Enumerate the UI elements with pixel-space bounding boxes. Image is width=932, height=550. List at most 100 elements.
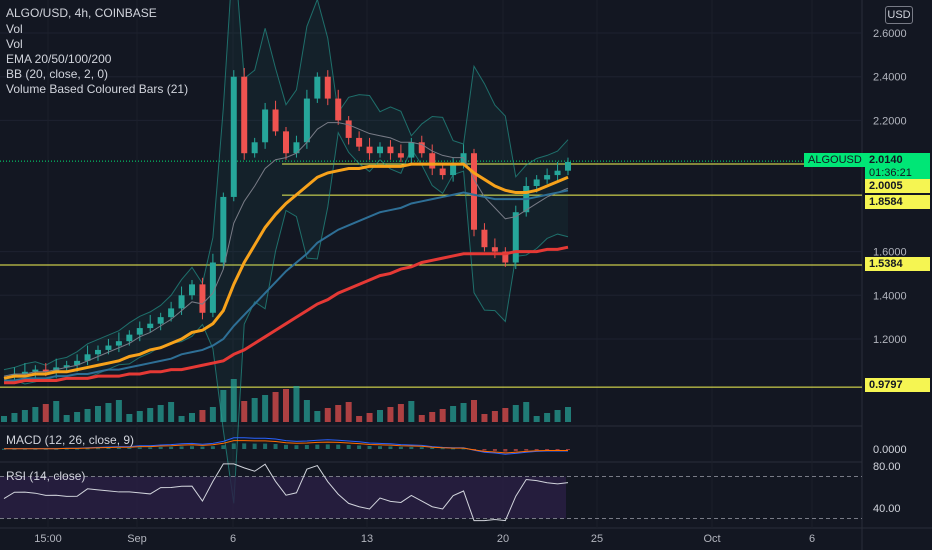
macd-histogram-bar	[179, 446, 184, 449]
currency-button[interactable]: USD	[885, 6, 913, 24]
candle-body	[115, 341, 122, 346]
level-badge-1: 2.0005	[865, 179, 930, 193]
volume-bar	[74, 412, 81, 422]
volume-bar	[230, 379, 237, 422]
volume-bar	[53, 401, 60, 422]
candle-body	[387, 146, 394, 154]
candle-body	[230, 76, 237, 197]
countdown-badge: 01:36:21	[865, 166, 930, 180]
macd-histogram-bar	[2, 448, 6, 450]
candle-body	[293, 142, 300, 154]
macd-histogram-bar	[137, 447, 142, 449]
x-tick-label: Oct	[703, 533, 720, 545]
volume-bar	[471, 400, 477, 422]
level-badge-4: 0.9797	[865, 378, 930, 392]
macd-histogram-bar	[64, 448, 69, 450]
volume-bar	[439, 409, 446, 422]
volume-bar	[565, 407, 571, 422]
macd-histogram-bar	[482, 449, 487, 451]
macd-histogram-bar	[190, 446, 194, 449]
x-tick-label: 6	[809, 533, 815, 545]
volume-bar	[377, 410, 383, 422]
volume-bar	[491, 411, 498, 422]
x-tick-label: 13	[361, 533, 373, 545]
macd-histogram-bar	[388, 446, 393, 449]
macd-histogram-bar	[555, 449, 560, 450]
volume-bar	[262, 395, 269, 422]
candle-body	[397, 153, 404, 158]
macd-histogram-bar	[346, 445, 351, 449]
macd-histogram-bar	[451, 448, 456, 450]
volume-bar	[324, 408, 331, 422]
candle-body	[554, 170, 561, 176]
y-tick-label: 2.6000	[873, 28, 907, 40]
y-tick-label: 1.4000	[873, 290, 907, 302]
rsi-band	[0, 476, 566, 519]
volume-bar	[502, 408, 509, 422]
volume-bar	[356, 416, 363, 422]
macd-histogram-bar	[33, 448, 38, 450]
macd-histogram-bar	[242, 443, 247, 449]
macd-histogram-bar	[524, 449, 529, 451]
macd-histogram-bar	[85, 448, 90, 450]
candle-body	[324, 76, 331, 99]
macd-signal-line	[4, 440, 568, 454]
candle-body	[63, 365, 70, 368]
last-price-badge: 2.0140	[865, 153, 930, 167]
macd-histogram-bar	[200, 446, 205, 449]
candle-body	[314, 76, 321, 99]
volume-bar	[293, 386, 300, 422]
volume-bar	[147, 408, 154, 422]
macd-histogram-bar	[221, 445, 226, 449]
ema-50-line	[3, 162, 569, 380]
volume-bar	[523, 402, 530, 422]
candle-body	[491, 247, 498, 252]
macd-histogram-bar	[284, 444, 288, 449]
volume-bar	[450, 406, 457, 422]
volume-bar	[11, 413, 18, 422]
volume-bar	[115, 400, 122, 422]
bollinger-lower	[3, 131, 569, 504]
x-tick-label: 20	[497, 533, 509, 545]
candle-body	[512, 212, 519, 263]
volume-bar	[512, 405, 519, 422]
macd-label: MACD (12, 26, close, 9)	[6, 433, 135, 447]
indicator-vol-1: Vol	[6, 22, 23, 36]
volume-bar	[209, 407, 216, 422]
candle-body	[147, 323, 154, 329]
volume-bar	[168, 402, 175, 422]
y-tick-label: 2.2000	[873, 115, 907, 127]
macd-histogram-bar	[566, 449, 570, 450]
candle-body	[283, 131, 289, 154]
volume-bar	[366, 413, 373, 422]
macd-histogram-bar	[294, 445, 299, 449]
macd-histogram-bar	[116, 447, 121, 449]
volume-bar	[199, 410, 206, 422]
candle-body	[42, 369, 49, 372]
macd-histogram-bar	[12, 448, 17, 450]
candle-body	[366, 146, 373, 154]
candle-body	[262, 109, 269, 143]
candle-body	[189, 284, 195, 296]
volume-bar	[63, 415, 70, 422]
macd-histogram-bar	[440, 448, 445, 450]
candle-body	[544, 175, 551, 180]
level-badge-3: 1.5384	[865, 257, 930, 271]
candle-body	[450, 164, 457, 176]
macd-value-label: 0.0000	[873, 444, 907, 456]
volume-bar	[21, 410, 28, 422]
volume-bar	[418, 415, 425, 422]
macd-histogram-bar	[534, 449, 539, 451]
volume-bar	[335, 405, 342, 422]
macd-histogram-bar	[503, 449, 508, 452]
volume-bar	[84, 409, 91, 422]
candle-body	[95, 349, 101, 355]
candle-body	[251, 142, 258, 154]
candle-body	[157, 317, 164, 324]
ema-100-line	[4, 189, 569, 382]
macd-histogram-bar	[75, 448, 80, 450]
bollinger-upper	[3, 0, 569, 371]
candle-body	[533, 179, 540, 186]
candle-body	[136, 328, 143, 335]
